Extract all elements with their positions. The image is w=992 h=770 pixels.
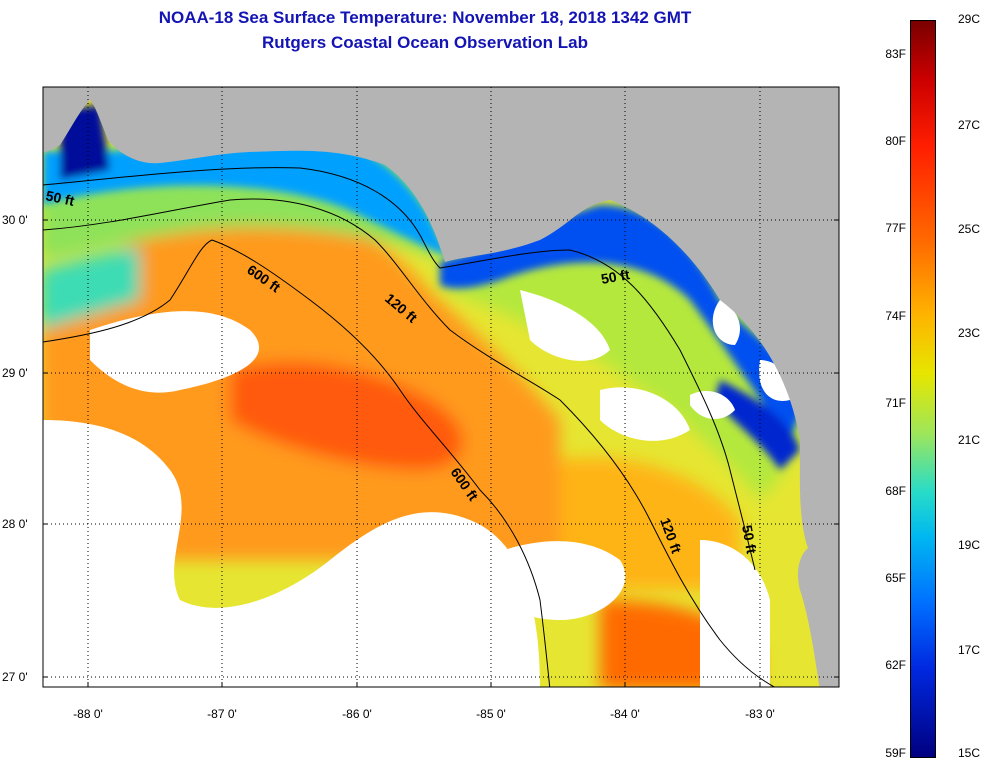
colorbar-f-label: 59F — [885, 746, 906, 760]
map-subtitle: Rutgers Coastal Ocean Observation Lab — [262, 33, 588, 52]
lat-label: 30 0' — [2, 213, 28, 227]
axis-ticks — [43, 219, 839, 687]
lon-label: -83 0' — [745, 707, 775, 721]
land-mask — [43, 87, 839, 548]
colorbar-f-label: 71F — [885, 396, 906, 410]
lat-label: 28 0' — [2, 517, 28, 531]
contour-label: 50 ft — [600, 266, 631, 287]
colorbar-f-label: 68F — [885, 484, 906, 498]
bathymetry-contours — [43, 167, 776, 687]
map-frame — [42, 86, 840, 688]
colorbar-c-label: 25C — [958, 222, 981, 236]
lon-label: -84 0' — [610, 707, 640, 721]
colorbar-c-label: 29C — [958, 12, 981, 26]
colorbar-c-label: 27C — [958, 118, 981, 132]
colorbar-c-label: 21C — [958, 433, 981, 447]
lat-label: 29 0' — [2, 366, 28, 380]
contour-label: 50 ft — [739, 524, 760, 555]
colorbar-f-label: 83F — [885, 47, 906, 61]
lon-label: -86 0' — [342, 707, 372, 721]
colorbar-c-label: 15C — [958, 746, 981, 760]
colorbar-f-label: 80F — [885, 134, 906, 148]
colorbar-f-label: 74F — [885, 309, 906, 323]
colorbar-c-label: 23C — [958, 326, 981, 340]
lon-label: -88 0' — [73, 707, 103, 721]
colorbar-c-label: 17C — [958, 643, 981, 657]
colorbar-c-label: 19C — [958, 538, 981, 552]
temperature-colorbar — [910, 20, 936, 758]
map-title: NOAA-18 Sea Surface Temperature: Novembe… — [158, 8, 692, 27]
colorbar-f-label: 65F — [885, 571, 906, 585]
cloud-cover — [43, 290, 791, 687]
peninsula-land — [798, 535, 839, 687]
colorbar-f-label: 77F — [885, 221, 906, 235]
lat-label: 27 0' — [2, 670, 28, 684]
contour-label: 50 ft — [44, 187, 76, 209]
lon-label: -85 0' — [476, 707, 506, 721]
colorbar-f-label: 62F — [885, 658, 906, 672]
lon-label: -87 0' — [207, 707, 237, 721]
gridlines — [43, 87, 839, 687]
